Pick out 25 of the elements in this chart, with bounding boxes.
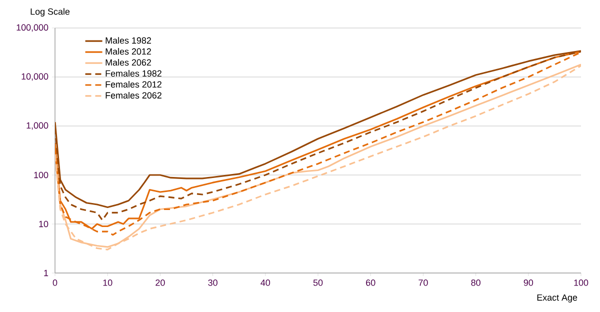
y-axis-title: Log Scale <box>30 8 70 17</box>
x-tick-label: 90 <box>524 280 534 286</box>
y-tick-label: 10 <box>39 220 48 228</box>
legend-label: Females 2012 <box>106 81 162 88</box>
x-tick-label: 50 <box>313 280 323 286</box>
x-axis-title: Exact Age <box>537 294 578 302</box>
x-tick-label: 20 <box>156 280 165 286</box>
y-tick-label: 100,000 <box>16 24 48 32</box>
x-tick-label: 100 <box>574 280 588 286</box>
x-tick-label: 60 <box>366 280 376 286</box>
x-tick-label: 80 <box>471 280 480 286</box>
legend-label: Males 2012 <box>106 48 151 55</box>
y-tick-label: 100 <box>34 172 48 178</box>
x-tick-label: 40 <box>260 280 270 286</box>
x-tick-label: 10 <box>103 280 112 286</box>
x-tick-label: 0 <box>52 280 58 286</box>
y-tick-label: 10,000 <box>22 73 48 81</box>
y-tick-label: 1 <box>44 270 48 276</box>
legend-label: Males 2062 <box>106 59 151 66</box>
x-tick-label: 30 <box>208 280 218 286</box>
x-tick-label: 70 <box>418 280 428 286</box>
legend-label: Males 1982 <box>106 37 151 44</box>
y-tick-label: 1,000 <box>26 122 48 130</box>
legend-label: Females 2062 <box>106 92 162 99</box>
legend-label: Females 1982 <box>106 70 162 77</box>
